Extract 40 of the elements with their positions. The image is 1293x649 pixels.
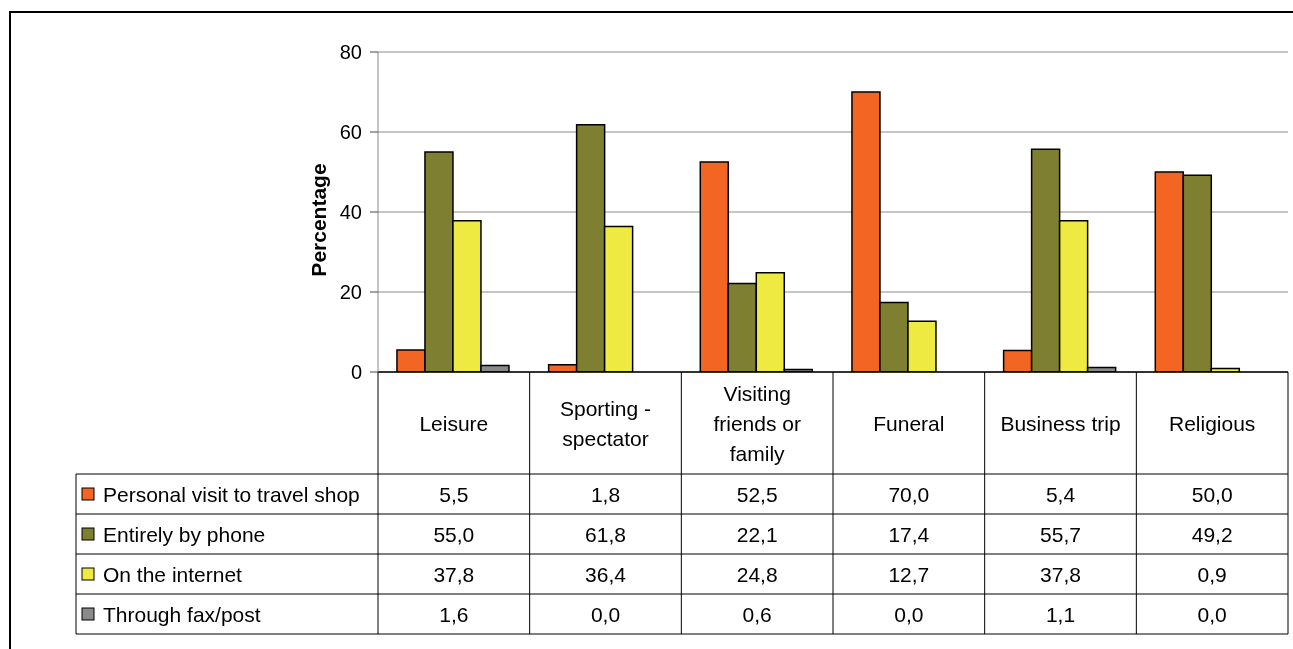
data-label: 0,9 — [1197, 562, 1227, 586]
data-label: 70,0 — [888, 482, 930, 506]
y-tick-label: 0 — [350, 361, 362, 384]
data-label: 22,1 — [736, 522, 778, 546]
data-label: 0,0 — [590, 602, 621, 626]
data-label: 5,4 — [1045, 482, 1076, 506]
data-label: 5,5 — [439, 482, 469, 506]
y-tick-label: 60 — [339, 121, 362, 144]
data-label: 52,5 — [736, 482, 778, 506]
x-tick-label: Business trip — [1000, 411, 1121, 435]
y-tick-label: 80 — [339, 41, 362, 64]
data-label: 0,0 — [1197, 602, 1227, 626]
x-tick-label: Visiting friends or family — [713, 381, 801, 465]
data-label: 1,8 — [590, 482, 621, 506]
legend-label: Through fax/post — [103, 602, 261, 626]
data-label: 49,2 — [1191, 522, 1233, 546]
y-tick-label: 40 — [339, 201, 362, 224]
data-label: 12,7 — [888, 562, 930, 586]
data-label: 0,0 — [894, 602, 924, 626]
data-label: 55,0 — [433, 522, 475, 546]
data-label: 37,8 — [433, 562, 475, 586]
legend-label: Personal visit to travel shop — [103, 482, 360, 506]
x-tick-label: Funeral — [873, 411, 945, 435]
legend-label: On the internet — [103, 562, 243, 586]
data-label: 37,8 — [1040, 562, 1081, 586]
legend-label: Entirely by phone — [103, 522, 266, 546]
data-label: 55,7 — [1040, 522, 1081, 546]
x-tick-label: Sporting - spectator — [559, 396, 652, 450]
y-tick-label: 20 — [339, 281, 362, 304]
data-label: 0,6 — [742, 602, 772, 626]
data-label: 1,1 — [1045, 602, 1076, 626]
y-axis-title: Percentage — [306, 163, 330, 277]
data-label: 17,4 — [888, 522, 930, 546]
x-tick-label: Leisure — [419, 411, 489, 435]
x-tick-label: Religious — [1168, 411, 1256, 435]
data-label: 50,0 — [1191, 482, 1233, 506]
data-label: 24,8 — [736, 562, 778, 586]
data-label: 36,4 — [585, 562, 627, 586]
data-label: 61,8 — [585, 522, 626, 546]
data-label: 1,6 — [439, 602, 469, 626]
